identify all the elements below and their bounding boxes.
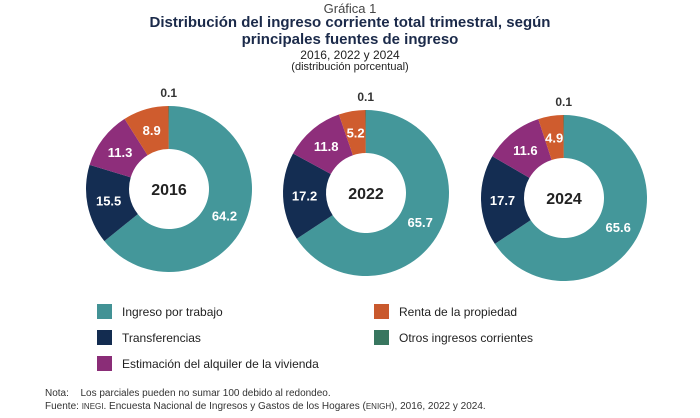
slice-renta-propiedad-2024 — [538, 115, 564, 160]
slice-transferencias-2022 — [283, 153, 333, 239]
source-text-b: ), 2016, 2022 y 2024. — [391, 401, 486, 412]
note-text: Los parciales pueden no sumar 100 debido… — [80, 388, 331, 399]
legend-swatch — [374, 304, 389, 319]
data-label-renta-propiedad-2022: 5.2 — [347, 125, 365, 140]
data-label-alquiler-vivienda-2024: 11.6 — [513, 143, 538, 158]
slice-otros-ingresos-2016 — [168, 106, 169, 150]
legend-swatch — [374, 330, 389, 345]
donut-charts: 64.2 15.5 11.3 8.9 0.1 2016 65.7 17.2 11.8 5.2 0.1… — [86, 86, 648, 281]
slice-ingreso-trabajo-2022 — [296, 110, 449, 276]
data-label-alquiler-vivienda-2016: 11.3 — [108, 145, 133, 160]
donut-2016: 64.2 15.5 11.3 8.9 0.1 2016 — [86, 86, 252, 272]
slice-otros-ingresos-2022 — [365, 110, 366, 154]
slice-ingreso-trabajo-2024 — [494, 115, 648, 281]
data-label-otros-ingresos-2016: 0.1 — [160, 86, 177, 100]
slice-otros-ingresos-2024 — [563, 115, 564, 159]
legend-label: Transferencias — [122, 331, 201, 345]
source-text-a: . Encuesta Nacional de Ingresos y Gastos… — [103, 401, 366, 412]
source-label: Fuente: — [45, 401, 79, 412]
legend-swatch — [97, 330, 112, 345]
slice-alquiler-vivienda-2016 — [89, 118, 148, 178]
donut-2022: 65.7 17.2 11.8 5.2 0.1 2022 — [283, 90, 449, 276]
legend-label: Renta de la propiedad — [399, 305, 518, 319]
footnote-note: Nota: Los parciales pueden no sumar 100 … — [45, 388, 331, 399]
slice-renta-propiedad-2016 — [124, 106, 169, 156]
legend-label: Estimación del alquiler de la vivienda — [122, 357, 319, 371]
slice-transferencias-2024 — [481, 156, 531, 244]
chart-title: Distribución del ingreso corriente total… — [0, 14, 700, 48]
source-org: INEGI — [81, 402, 104, 411]
donut-center-year-2022: 2022 — [348, 186, 384, 203]
source-abbr: ENIGH — [365, 402, 392, 411]
data-label-renta-propiedad-2016: 8.9 — [143, 123, 161, 138]
donut-center-year-2016: 2016 — [151, 182, 187, 199]
data-label-renta-propiedad-2024: 4.9 — [545, 130, 563, 145]
data-label-alquiler-vivienda-2022: 11.8 — [314, 139, 339, 154]
data-label-transferencias-2024: 17.7 — [490, 193, 515, 208]
data-label-ingreso-trabajo-2024: 65.6 — [606, 220, 631, 235]
data-label-ingreso-trabajo-2022: 65.7 — [408, 215, 433, 230]
note-label: Nota: — [45, 388, 69, 399]
chart-years: 2016, 2022 y 2024 — [300, 48, 400, 62]
legend-swatch — [97, 304, 112, 319]
legend-label: Otros ingresos corrientes — [399, 331, 534, 345]
data-label-transferencias-2016: 15.5 — [96, 194, 121, 209]
data-label-ingreso-trabajo-2016: 64.2 — [212, 209, 237, 224]
slice-renta-propiedad-2022 — [338, 110, 366, 156]
legend-swatch — [97, 356, 112, 371]
chart-title-line-2: principales fuentes de ingreso — [241, 31, 459, 48]
slice-alquiler-vivienda-2022 — [293, 114, 353, 174]
data-label-otros-ingresos-2024: 0.1 — [555, 95, 572, 109]
data-label-otros-ingresos-2022: 0.1 — [357, 90, 374, 104]
donut-2024: 65.6 17.7 11.6 4.9 0.1 2024 — [481, 95, 648, 281]
footnote-source: Fuente: INEGI. Encuesta Nacional de Ingr… — [45, 401, 486, 412]
data-label-transferencias-2022: 17.2 — [292, 189, 317, 204]
slice-transferencias-2016 — [86, 164, 138, 242]
slice-ingreso-trabajo-2016 — [104, 106, 252, 272]
legend-label: Ingreso por trabajo — [122, 305, 223, 319]
chart-unit: (distribución porcentual) — [291, 61, 409, 73]
chart-title-line-1: Distribución del ingreso corriente total… — [149, 14, 551, 31]
donut-center-year-2024: 2024 — [546, 191, 582, 208]
slice-alquiler-vivienda-2024 — [492, 119, 552, 178]
chart-label: Gráfica 1 — [323, 1, 377, 16]
